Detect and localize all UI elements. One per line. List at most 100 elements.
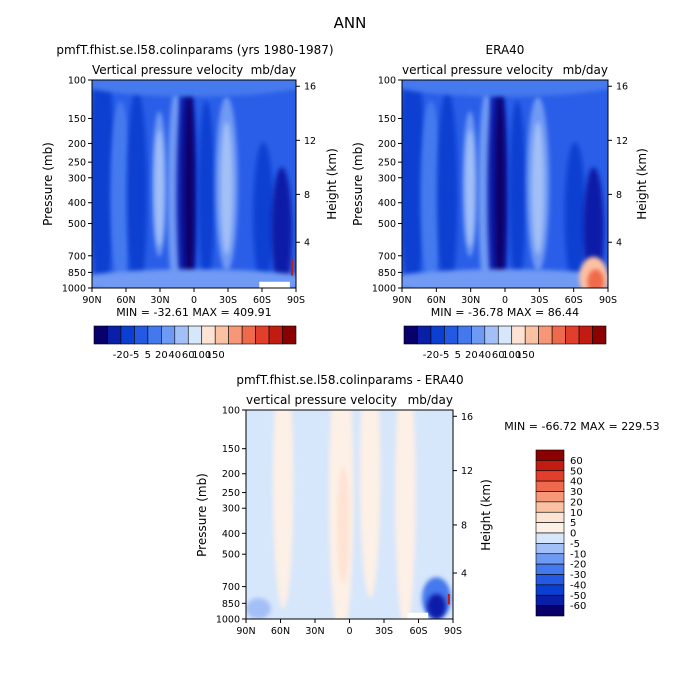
y-tick-label: 1000 — [372, 284, 396, 295]
y-tick-label: 100 — [222, 406, 240, 417]
y-right-tick-label: 12 — [616, 136, 628, 147]
field-contour-3 — [359, 410, 381, 599]
panel-era40: ERA40 vertical pressure velocity mb/day … — [351, 43, 649, 319]
field-contour-12 — [583, 167, 604, 288]
x-tick-label: 60N — [116, 295, 135, 306]
field-contour-11 — [564, 142, 586, 288]
y-tick-label: 700 — [378, 251, 396, 262]
colorbar-swatch — [535, 491, 565, 503]
colorbar-label: 100 — [502, 350, 521, 361]
colorbar-swatch — [535, 532, 565, 544]
y-right-tick-label: 4 — [461, 569, 467, 580]
colorbar-label: 50 — [570, 466, 583, 477]
panel-title: pmfT.fhist.se.l58.colinparams (yrs 1980-… — [56, 43, 333, 57]
panel-stats: MIN = -36.78 MAX = 86.44 — [431, 306, 579, 319]
y-tick-label: 100 — [378, 76, 396, 87]
y-axis-height: 16 12 8 4 — [453, 412, 473, 580]
field-contour-5 — [246, 598, 271, 619]
panel-stats: MIN = -66.72 MAX = 229.53 — [504, 420, 659, 433]
panel-subtitle-right: mb/day — [251, 63, 296, 77]
colorbar-label: -10 — [570, 549, 586, 560]
x-tick-label: 30S — [530, 295, 548, 306]
colorbar-swatch — [241, 325, 256, 345]
colorbar-label: 60 — [570, 456, 583, 467]
colorbar-label: 20 — [155, 350, 168, 361]
y-axis-label: Pressure (mb) — [351, 142, 365, 226]
colorbar-swatch — [535, 584, 565, 596]
colorbar-swatch — [403, 325, 418, 345]
field-contour-8 — [509, 100, 526, 288]
y-tick-label: 1000 — [216, 615, 240, 626]
colorbar-swatch — [93, 325, 108, 345]
colorbar-swatch — [444, 325, 459, 345]
colorbar-swatch — [147, 325, 162, 345]
y-tick-label: 150 — [222, 444, 240, 455]
y-right-tick-label: 8 — [616, 190, 622, 201]
field-missing — [407, 612, 429, 619]
y-right-tick-label: 8 — [304, 190, 310, 201]
colorbar-label: -40 — [570, 580, 586, 591]
colorbar-label: 30 — [570, 487, 583, 498]
colorbar-swatch — [107, 325, 122, 345]
colorbar-swatch — [578, 325, 593, 345]
colorbar-label: 0 — [570, 529, 576, 540]
colorbar-label: 60 — [492, 350, 505, 361]
y-tick-label: 100 — [68, 76, 86, 87]
field-contour-0 — [272, 410, 294, 609]
x-tick-label: 90S — [599, 295, 617, 306]
colorbar-swatch — [417, 325, 432, 345]
x-tick-label: 60S — [253, 295, 271, 306]
field-contour-1 — [420, 100, 442, 288]
y-tick-label: 200 — [222, 469, 240, 480]
colorbar-label: -60 — [570, 601, 586, 612]
colorbar-label: -20 — [113, 350, 129, 361]
colorbar-label: 10 — [570, 508, 583, 519]
colorbar-swatch — [430, 325, 445, 345]
colorbar-swatch — [535, 563, 565, 575]
x-tick-label: 0 — [502, 295, 508, 306]
colorbar-swatch — [592, 325, 607, 345]
colorbar-swatch — [120, 325, 135, 345]
x-tick-label: 60S — [565, 295, 583, 306]
x-axis-latitude: 90N 60N 30N 0 30S 60S 90S — [82, 288, 305, 306]
field-plot — [92, 80, 296, 288]
panel-stats: MIN = -32.61 MAX = 409.91 — [116, 306, 271, 319]
panel-subtitle-left: Vertical pressure velocity — [92, 63, 243, 77]
colorbar-label: 20 — [465, 350, 478, 361]
y-tick-label: 500 — [378, 219, 396, 230]
y-tick-label: 300 — [222, 504, 240, 515]
y-tick-label: 300 — [378, 173, 396, 184]
colorbar-swatch — [535, 470, 565, 482]
colorbar-label: -50 — [570, 591, 586, 602]
colorbar-swatch — [535, 480, 565, 492]
colorbar-label: 100 — [192, 350, 211, 361]
field-contour-hot — [587, 269, 604, 288]
colorbar-label: 5 — [455, 350, 461, 361]
colorbar-label: -5 — [439, 350, 449, 361]
x-tick-label: 60N — [427, 295, 446, 306]
y-axis-height: 16 12 8 4 — [608, 82, 628, 249]
x-tick-label: 30N — [461, 295, 480, 306]
panel-difference: pmfT.fhist.se.l58.colinparams - ERA40 ve… — [195, 373, 660, 637]
panel-title: pmfT.fhist.se.l58.colinparams - ERA40 — [236, 373, 463, 387]
colorbar-swatch — [565, 325, 580, 345]
x-axis-latitude: 90N 60N 30N 0 30S 60S 90S — [236, 619, 462, 637]
colorbar-label: -30 — [570, 570, 586, 581]
x-tick-label: 60S — [409, 626, 427, 637]
y-tick-label: 700 — [68, 251, 86, 262]
y-axis-pressure: 100 150 200 250 300 400 500 700 850 1000 — [216, 406, 246, 626]
colorbar-label: 40 — [478, 350, 491, 361]
y-axis-pressure: 100 150 200 250 300 400 500 700 850 1000 — [372, 76, 402, 295]
panel-subtitle-left: vertical pressure velocity — [246, 393, 397, 407]
y-right-tick-label: 12 — [461, 466, 473, 477]
colorbar-swatch — [228, 325, 243, 345]
colorbar-swatch — [535, 449, 565, 461]
x-tick-label: 90S — [287, 295, 305, 306]
colorbar-label: 5 — [145, 350, 151, 361]
colorbar-swatch — [201, 325, 216, 345]
colorbar-swatch — [214, 325, 229, 345]
field-contour-2 — [337, 466, 350, 584]
colorbar-swatch — [535, 543, 565, 555]
y-tick-label: 150 — [378, 114, 396, 125]
